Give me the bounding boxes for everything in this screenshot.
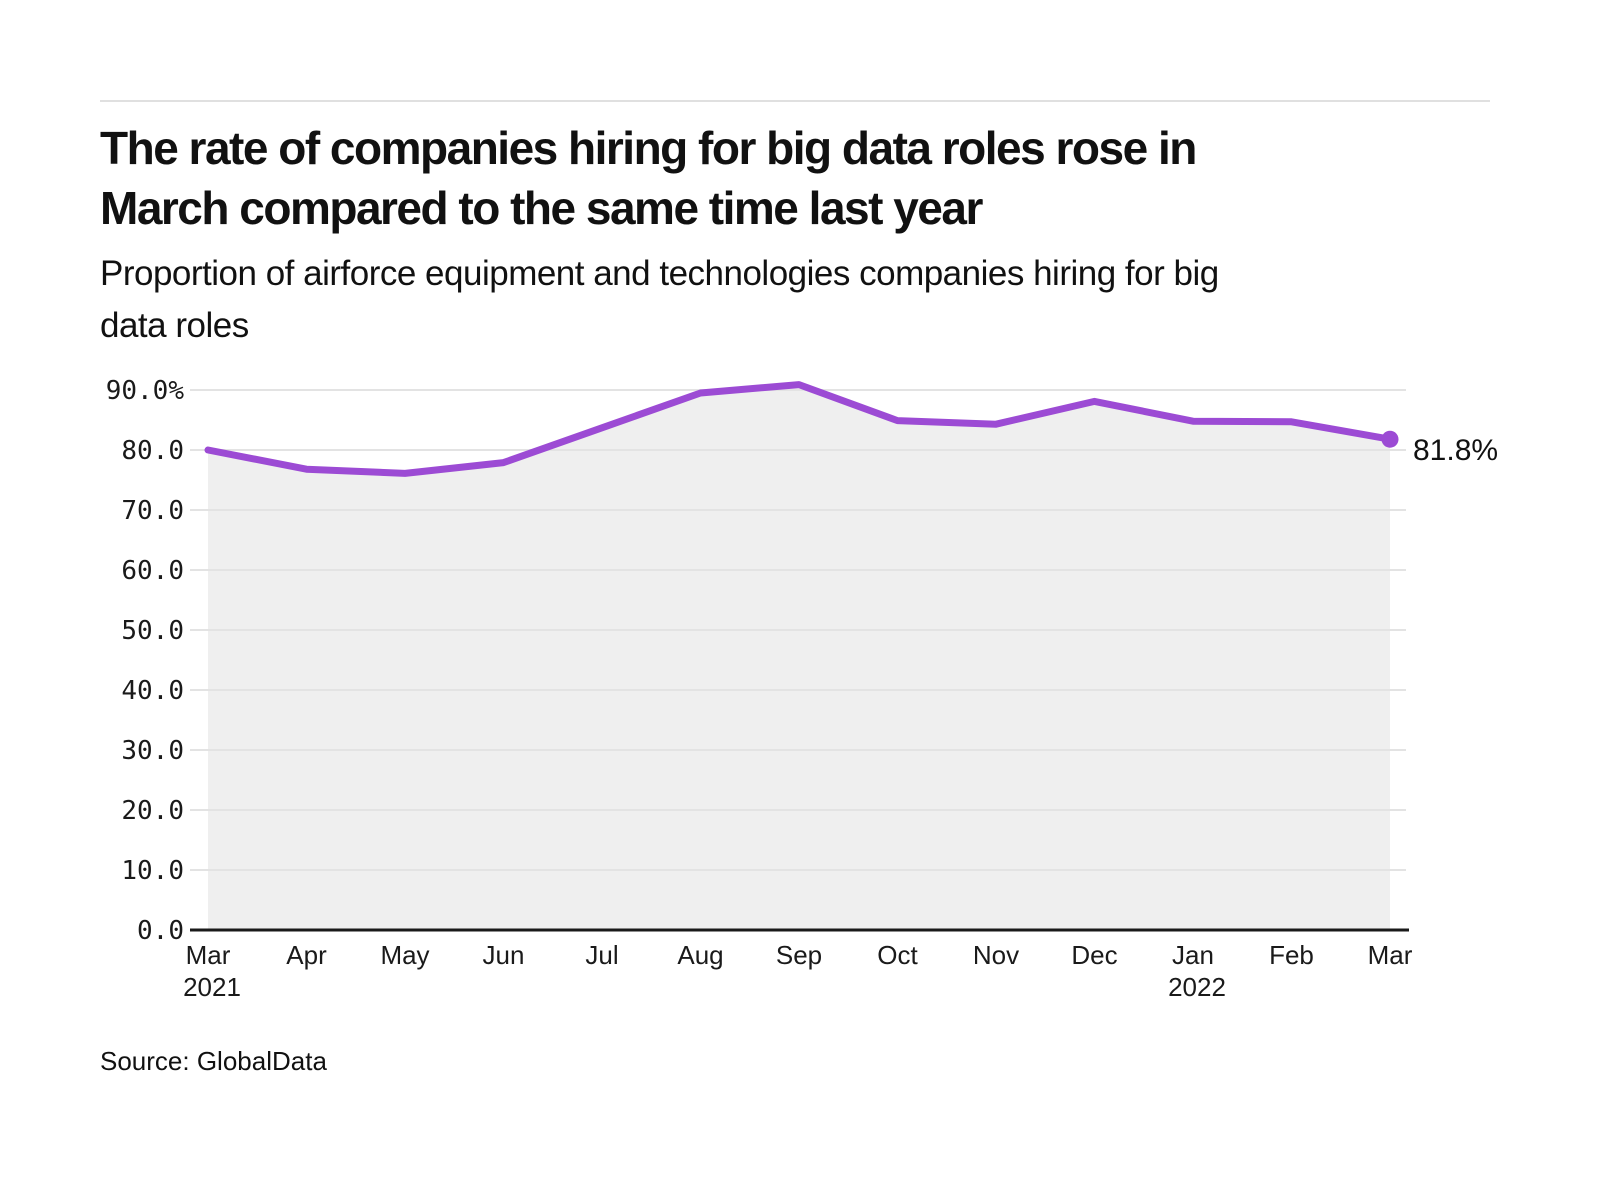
- y-axis-tick-label: 70.0: [121, 496, 184, 526]
- x-axis-tick-label: Jun: [483, 940, 525, 970]
- page-title-line-1: The rate of companies hiring for big dat…: [100, 122, 1197, 174]
- x-axis-tick-label: Dec: [1071, 940, 1117, 970]
- x-axis-year-label: 2022: [1168, 972, 1226, 1002]
- x-axis-tick-label: Aug: [677, 940, 723, 970]
- y-axis-tick-label: 60.0: [121, 556, 184, 586]
- x-axis-tick-label: May: [380, 940, 429, 970]
- x-axis-tick-label: Nov: [973, 940, 1019, 970]
- y-axis-tick-label: 50.0: [121, 616, 184, 646]
- x-axis-tick-label: Feb: [1269, 940, 1314, 970]
- x-axis-tick-label: Oct: [877, 940, 918, 970]
- chart-area: [208, 384, 1390, 931]
- y-axis-tick-label: 0.0: [137, 916, 184, 946]
- x-axis-tick-label: Mar: [186, 940, 231, 970]
- y-axis-tick-label: 90.0%: [106, 376, 185, 406]
- y-axis-tick-label: 20.0: [121, 796, 184, 826]
- page-subtitle-line-2: data roles: [100, 306, 249, 345]
- x-axis-tick-label: Mar: [1368, 940, 1413, 970]
- chart-end-dot: [1381, 430, 1399, 448]
- y-axis-tick-label: 40.0: [121, 676, 184, 706]
- x-axis-tick-label: Jul: [585, 940, 618, 970]
- chart-line: [204, 381, 1394, 477]
- y-axis-tick-label: 30.0: [121, 736, 184, 766]
- x-axis-tick-label: Apr: [286, 940, 327, 970]
- page-title-line-2: March compared to the same time last yea…: [100, 182, 983, 234]
- x-axis-year-label: 2021: [183, 972, 241, 1002]
- x-axis-tick-label: Jan: [1172, 940, 1214, 970]
- y-axis-tick-label: 80.0: [121, 436, 184, 466]
- y-axis-tick-label: 10.0: [121, 856, 184, 886]
- x-axis-tick-label: Sep: [776, 940, 822, 970]
- source-note: Source: GlobalData: [100, 1046, 327, 1076]
- page-subtitle-line-1: Proportion of airforce equipment and tec…: [100, 254, 1219, 293]
- top-divider: [100, 100, 1490, 102]
- page-title: The rate of companies hiring for big dat…: [100, 118, 1520, 238]
- chart-end-label: 81.8%: [1413, 434, 1498, 467]
- page-subtitle: Proportion of airforce equipment and tec…: [100, 248, 1520, 352]
